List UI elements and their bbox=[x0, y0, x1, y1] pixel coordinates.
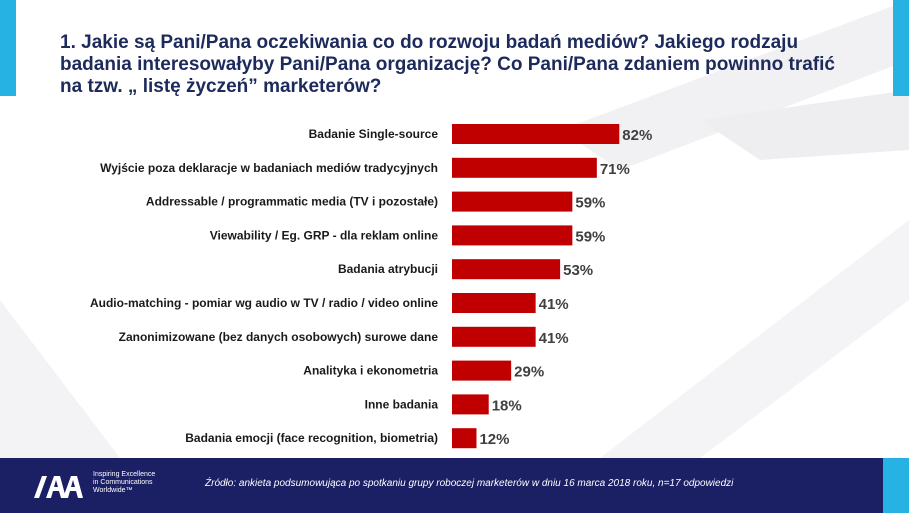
accent-bar-right bbox=[893, 0, 909, 96]
value-label: 53% bbox=[563, 262, 593, 279]
value-label: 12% bbox=[479, 431, 509, 448]
tagline-line-2: in Communications bbox=[93, 479, 153, 486]
category-label: Badania emocji (face recognition, biomet… bbox=[185, 431, 438, 445]
bar bbox=[452, 191, 573, 212]
category-label: Badania atrybucji bbox=[338, 262, 438, 276]
category-label: Wyjście poza deklaracje w badaniach medi… bbox=[100, 161, 438, 175]
category-label: Addressable / programmatic media (TV i p… bbox=[146, 195, 438, 209]
value-label: 41% bbox=[539, 296, 569, 313]
value-label: 59% bbox=[575, 228, 605, 245]
background-decoration bbox=[0, 0, 909, 458]
value-label: 82% bbox=[622, 127, 652, 144]
accent-bar-left bbox=[0, 0, 16, 96]
value-label: 59% bbox=[575, 195, 605, 212]
value-label: 71% bbox=[600, 161, 630, 178]
value-label: 29% bbox=[514, 364, 544, 381]
tagline-line-3: Worldwide™ bbox=[93, 487, 133, 494]
category-label: Badanie Single-source bbox=[309, 127, 439, 141]
bar bbox=[452, 428, 477, 449]
value-label: 41% bbox=[539, 330, 569, 347]
iaa-logo bbox=[34, 476, 83, 498]
bar bbox=[452, 326, 536, 347]
category-label: Zanonimizowane (bez danych osobowych) su… bbox=[119, 330, 439, 344]
value-label: 18% bbox=[492, 397, 522, 414]
category-label: Viewability / Eg. GRP - dla reklam onlin… bbox=[210, 228, 439, 242]
bar bbox=[452, 394, 489, 415]
bar bbox=[452, 360, 512, 381]
tagline: Inspiring Excellence in Communications W… bbox=[93, 471, 183, 495]
bar bbox=[452, 225, 573, 246]
tagline-line-1: Inspiring Excellence bbox=[93, 471, 156, 478]
bar bbox=[452, 124, 620, 144]
category-label: Audio-matching - pomiar wg audio w TV / … bbox=[90, 296, 438, 310]
bar bbox=[452, 293, 536, 313]
bar bbox=[452, 259, 561, 280]
bar-chart: Badanie Single-source 82% Wyjście poza dek… bbox=[90, 124, 652, 449]
bar bbox=[452, 157, 597, 178]
chart-title: 1. Jakie są Pani/Pana oczekiwania co do … bbox=[60, 32, 835, 97]
category-label: Analityka i ekonometria bbox=[303, 364, 438, 378]
source-note: Źródło: ankieta podsumowująca po spotkan… bbox=[205, 478, 734, 489]
category-label: Inne badania bbox=[365, 397, 439, 411]
footer-accent bbox=[883, 458, 909, 513]
footer-bar bbox=[0, 458, 909, 513]
